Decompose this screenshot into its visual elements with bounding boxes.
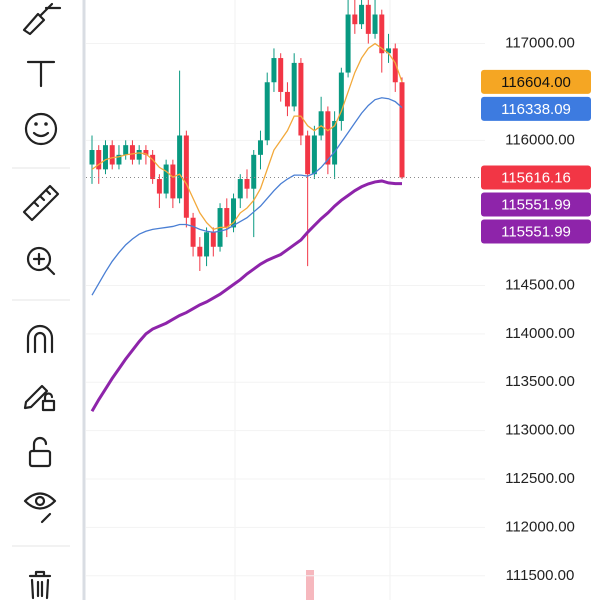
price-badge <box>481 69 591 94</box>
y-tick-label: 116000.00 <box>505 131 575 148</box>
candle-body <box>150 154 156 180</box>
candle-body <box>392 48 398 83</box>
candle-body <box>338 72 344 121</box>
visibility-tool[interactable] <box>23 492 57 524</box>
candle-body <box>386 48 392 54</box>
moving-average-line <box>91 97 403 296</box>
candle-body <box>197 246 203 257</box>
price-badge-label: 116604.00 <box>501 74 571 91</box>
candle-body <box>311 135 317 175</box>
zoom-tool[interactable] <box>26 246 56 276</box>
candle-body <box>251 154 257 189</box>
magnet-tool[interactable] <box>26 324 54 354</box>
candle-body <box>278 58 284 92</box>
price-badge-label: 115551.99 <box>501 196 571 213</box>
candle-body <box>204 232 210 257</box>
candle-body <box>291 62 297 107</box>
candle-body <box>359 4 365 25</box>
candle-body <box>190 217 196 247</box>
candle-body <box>305 135 311 175</box>
moving-average-line <box>91 42 403 231</box>
ruler-tool[interactable] <box>22 184 60 222</box>
candle-body <box>136 150 142 160</box>
candle-body <box>123 145 129 155</box>
candle-body <box>129 145 135 160</box>
candle-body <box>109 145 115 165</box>
toolbar <box>12 2 70 600</box>
candle-body <box>325 111 331 165</box>
y-tick-label: 112000.00 <box>505 518 575 535</box>
candle-body <box>143 150 149 155</box>
candle-body <box>210 232 216 247</box>
lock-tool[interactable] <box>28 436 52 468</box>
candle-body <box>318 111 324 136</box>
candle-body <box>365 4 371 34</box>
candle-body <box>102 145 108 170</box>
y-tick-label: 113500.00 <box>505 373 575 390</box>
candle-body <box>352 14 358 25</box>
price-badge <box>481 165 591 190</box>
candle-body <box>298 62 304 136</box>
candle-body <box>399 82 405 178</box>
y-tick-label: 114000.00 <box>505 325 575 342</box>
candle-body <box>89 150 95 165</box>
candle-body <box>183 135 189 218</box>
candle-body <box>224 208 230 228</box>
candle-body <box>257 140 263 155</box>
candle-body <box>96 150 102 170</box>
candle-body <box>237 179 243 199</box>
y-tick-label: 114500.00 <box>505 276 575 293</box>
candle-body <box>271 58 277 83</box>
candle-body <box>332 120 338 165</box>
price-badge <box>481 96 591 121</box>
y-tick-label: 117000.00 <box>505 35 575 52</box>
price-badge-label: 116338.09 <box>501 101 571 118</box>
lock-drawing-tool[interactable] <box>23 384 56 412</box>
candle-body <box>244 179 250 189</box>
candle-body <box>163 164 169 194</box>
volume-bar <box>306 570 314 600</box>
candle-body <box>284 91 290 107</box>
y-tick-label: 113000.00 <box>505 422 575 439</box>
delete-tool[interactable] <box>28 570 52 600</box>
y-tick-label: 111500.00 <box>506 567 575 584</box>
candle-body <box>231 198 237 228</box>
brush-tool[interactable] <box>22 2 62 36</box>
candle-body <box>177 135 183 199</box>
candle-body <box>379 14 385 54</box>
price-badge-label: 115551.99 <box>501 223 571 240</box>
y-tick-label: 112500.00 <box>505 470 575 487</box>
candle-body <box>264 82 270 141</box>
candle-body <box>345 14 351 73</box>
moving-average-line <box>90 179 403 413</box>
candle-body <box>116 154 122 165</box>
text-tool[interactable] <box>26 60 56 88</box>
price-badge-label: 115616.16 <box>501 169 571 186</box>
candle-body <box>170 164 176 199</box>
price-badge <box>481 219 591 244</box>
price-badge <box>481 192 591 217</box>
candle-body <box>156 179 162 194</box>
candle-body <box>372 14 378 34</box>
emoji-tool[interactable] <box>24 112 58 146</box>
